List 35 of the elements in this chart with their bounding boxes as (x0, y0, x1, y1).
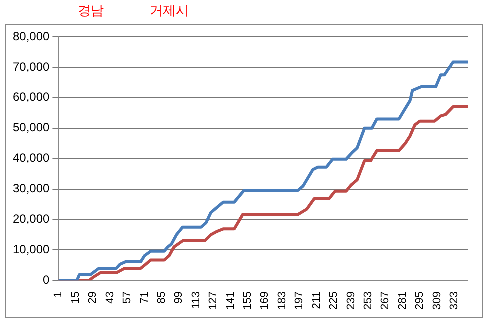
x-tick-label: 295 (414, 292, 426, 310)
x-tick-label: 197 (294, 292, 306, 310)
x-tick-label: 1 (52, 292, 65, 298)
y-tick-label: 10,000 (13, 242, 50, 257)
x-tick-label: 127 (208, 292, 220, 310)
y-tick-label: 20,000 (13, 212, 50, 226)
y-tick-label: 50,000 (13, 120, 50, 135)
x-tick-label: 267 (380, 292, 392, 310)
text: 거제시 (150, 3, 189, 20)
x-tick-label: 211 (310, 292, 323, 310)
y-tick-label: 70,000 (13, 60, 50, 74)
x-tick-label: 57 (122, 292, 134, 304)
x-tick-label: 169 (259, 292, 272, 310)
y-tick-label: 30,000 (13, 182, 50, 196)
text: 경남 (78, 3, 104, 20)
x-tick-label: 183 (276, 292, 288, 310)
x-tick-label: 29 (87, 292, 100, 304)
x-tick-label: 225 (328, 292, 340, 310)
x-tick-label: 85 (156, 292, 168, 304)
x-tick-label: 71 (138, 292, 151, 304)
y-tick-label: 0 (43, 272, 50, 287)
x-tick-label: 99 (173, 292, 186, 304)
x-tick-label: 155 (242, 292, 254, 310)
x-tick-label: 281 (396, 292, 409, 310)
y-tick-label: 40,000 (13, 151, 50, 166)
y-tick-label: 80,000 (13, 29, 50, 44)
x-tick-label: 141 (224, 292, 237, 310)
x-tick-label: 253 (362, 292, 374, 310)
y-tick-label: 60,000 (13, 90, 50, 104)
x-tick-label: 309 (431, 292, 444, 310)
x-tick-label: 15 (70, 292, 82, 304)
x-tick-label: 43 (104, 292, 116, 304)
x-tick-label: 113 (190, 292, 202, 310)
x-tick-label: 239 (345, 292, 358, 310)
x-tick-label: 323 (448, 292, 461, 310)
